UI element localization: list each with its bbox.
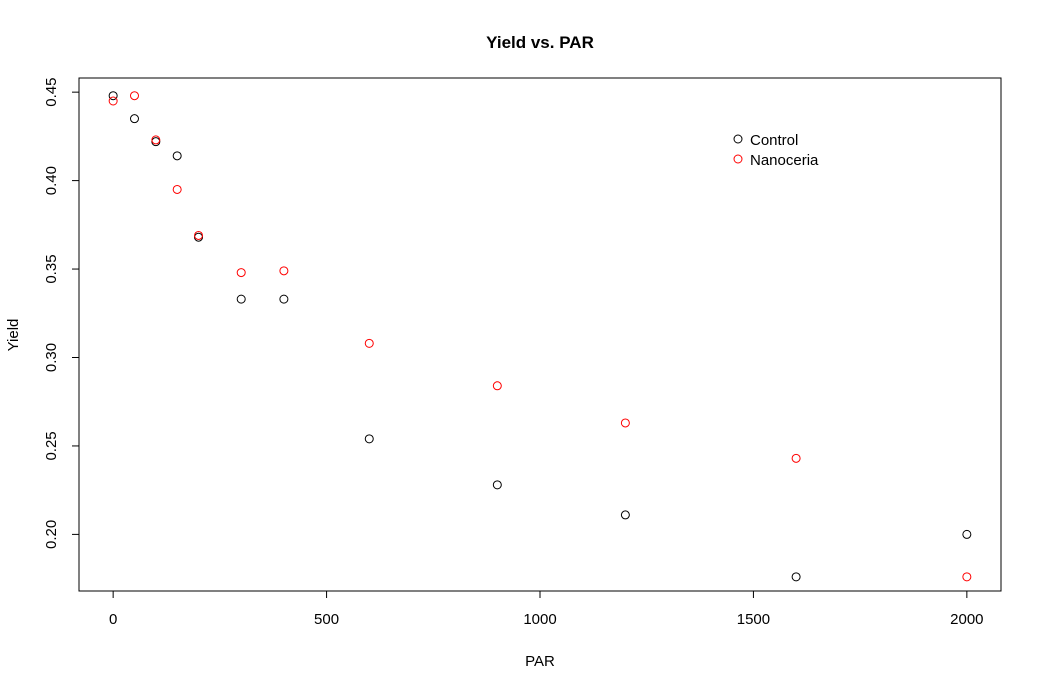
point-nanoceria [962, 572, 972, 582]
point-control [129, 114, 139, 124]
x-axis-label: PAR [525, 653, 555, 670]
y-axis: 0.20 0.25 0.30 0.35 0.40 0.45 [43, 78, 80, 549]
point-nanoceria [620, 418, 630, 428]
point-control [172, 151, 182, 161]
x-tick-label: 500 [314, 611, 339, 628]
point-control [791, 572, 801, 582]
legend-marker-nanoceria [733, 154, 743, 164]
point-control [279, 294, 289, 304]
point-nanoceria [108, 96, 118, 106]
plot-frame [78, 77, 1002, 592]
legend-label-control: Control [750, 132, 798, 149]
point-control [108, 91, 118, 101]
point-nanoceria [279, 266, 289, 276]
point-nanoceria [364, 338, 374, 348]
chart-title: Yield vs. PAR [486, 33, 594, 52]
point-control [492, 480, 502, 490]
point-nanoceria [492, 381, 502, 391]
data-points [108, 91, 972, 582]
point-nanoceria [129, 91, 139, 101]
point-control [151, 137, 161, 147]
point-control [620, 510, 630, 520]
point-control [962, 529, 972, 539]
y-tick-label: 0.40 [43, 166, 60, 195]
point-control [194, 232, 204, 242]
y-axis-label: Yield [5, 319, 22, 352]
x-tick-label: 2000 [950, 611, 983, 628]
point-control [236, 294, 246, 304]
y-tick-label: 0.25 [43, 431, 60, 460]
x-tick-label: 1500 [737, 611, 770, 628]
point-control [364, 434, 374, 444]
point-nanoceria [194, 230, 204, 240]
legend-marker-control [733, 134, 743, 144]
y-tick-label: 0.45 [43, 78, 60, 107]
x-tick-label: 0 [109, 611, 117, 628]
y-tick-label: 0.30 [43, 343, 60, 372]
point-nanoceria [172, 184, 182, 194]
legend: Control Nanoceria [733, 132, 819, 169]
point-nanoceria [151, 135, 161, 145]
legend-label-nanoceria: Nanoceria [750, 152, 819, 169]
point-nanoceria [236, 268, 246, 278]
y-tick-label: 0.35 [43, 254, 60, 283]
y-tick-label: 0.20 [43, 520, 60, 549]
x-axis: 0 500 1000 1500 2000 [109, 590, 984, 628]
x-tick-label: 1000 [523, 611, 556, 628]
point-nanoceria [791, 453, 801, 463]
